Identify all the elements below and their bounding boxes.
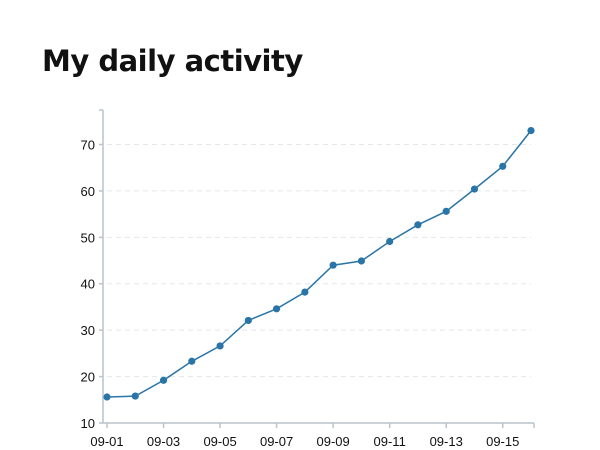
data-point-09-06 (244, 316, 252, 325)
x-tick-label: 09-13 (430, 434, 463, 449)
y-tick-label: 10 (81, 416, 95, 431)
y-tick-label: 40 (81, 277, 95, 292)
x-tick-label: 09-11 (374, 434, 406, 449)
data-point-09-16 (527, 126, 535, 135)
data-point-09-07 (273, 305, 281, 313)
data-point-09-14 (470, 185, 479, 193)
y-tick-label: 60 (81, 184, 95, 199)
x-tick-label: 09-01 (90, 434, 123, 449)
x-tick-label: 09-09 (317, 434, 350, 449)
data-point-09-04 (188, 357, 196, 365)
data-point-09-05 (216, 342, 224, 350)
y-tick-label: 30 (81, 323, 95, 338)
series-layer (103, 126, 535, 401)
data-point-09-10 (357, 257, 365, 265)
grid-layer (107, 143, 531, 378)
x-tick-label: 09-03 (147, 434, 180, 449)
x-tick-label: 09-05 (203, 434, 236, 449)
data-point-09-03 (159, 376, 168, 384)
data-point-09-15 (499, 162, 507, 170)
y-tick-label: 20 (81, 370, 95, 385)
page-title: My daily activity (42, 44, 303, 78)
data-point-09-11 (386, 237, 394, 246)
data-point-09-02 (131, 392, 139, 400)
x-tick-label: 09-07 (260, 434, 293, 449)
x-tick-label: 09-15 (486, 434, 519, 449)
series-line (106, 130, 532, 398)
data-point-09-01 (103, 393, 111, 401)
y-tick-label: 50 (81, 230, 95, 245)
axis-layer: 10 20 30 40 50 60 70 09-01 09-03 09-05 09-07 09-09 0… (81, 109, 535, 449)
data-point-09-09 (329, 261, 337, 269)
y-tick-label: 70 (81, 137, 95, 152)
data-point-09-13 (442, 207, 450, 215)
data-point-09-12 (414, 221, 422, 229)
data-point-09-08 (301, 288, 309, 296)
